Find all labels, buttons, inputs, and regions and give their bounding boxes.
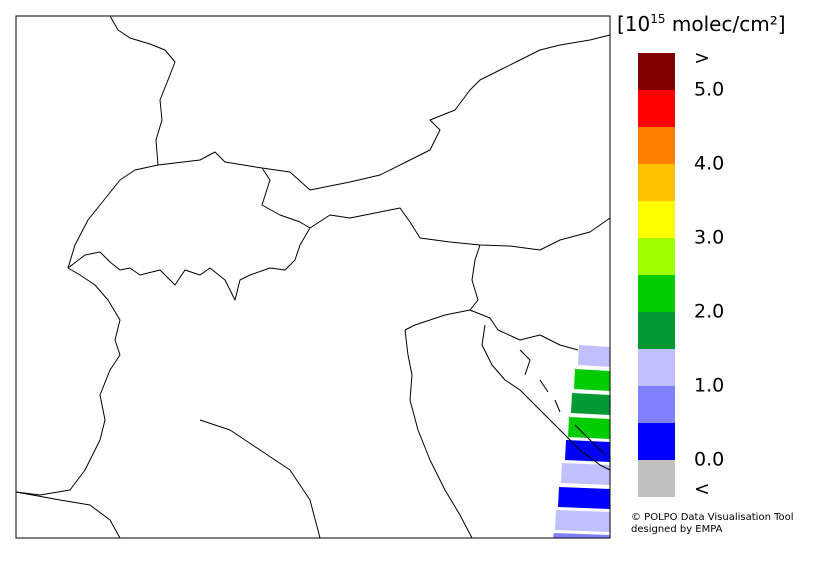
colorbar-cell bbox=[638, 53, 675, 90]
colorbar-label: < bbox=[694, 478, 710, 500]
colorbar-label: 5.0 bbox=[694, 79, 724, 101]
colorbar-label: 4.0 bbox=[694, 153, 724, 175]
colorbar-cell bbox=[638, 127, 675, 164]
colorbar-label: 1.0 bbox=[694, 375, 724, 397]
unit-prefix: [10 bbox=[617, 12, 650, 36]
colorbar-label: > bbox=[694, 47, 710, 69]
colorbar-cell bbox=[638, 201, 675, 238]
colorbar-cell bbox=[638, 349, 675, 386]
colorbar-cell bbox=[638, 312, 675, 349]
colorbar-cell bbox=[638, 460, 675, 497]
colorbar-cell bbox=[638, 238, 675, 275]
map-frame bbox=[15, 15, 611, 539]
colorbar-label: 2.0 bbox=[694, 301, 724, 323]
colorbar: >5.0 4.0 3.0 2.0 1.0 0.0 < bbox=[638, 47, 724, 500]
colorbar-cell bbox=[638, 164, 675, 201]
colorbar-cell bbox=[638, 386, 675, 423]
colorbar-cell bbox=[638, 423, 675, 460]
footer-line2: designed by EMPA bbox=[631, 524, 723, 535]
unit-suffix: molec/cm²] bbox=[666, 12, 786, 36]
swath bbox=[553, 345, 610, 538]
colorbar-cell bbox=[638, 90, 675, 127]
footer-line1: © POLPO Data Visualisation Tool bbox=[631, 512, 794, 523]
colorbar-label: 3.0 bbox=[694, 227, 724, 249]
unit-exponent: 15 bbox=[650, 12, 665, 26]
borders bbox=[15, 15, 611, 539]
colorbar-cell bbox=[638, 275, 675, 312]
colorbar-label: 0.0 bbox=[694, 449, 724, 471]
unit-label: [1015 molec/cm²] bbox=[617, 12, 786, 36]
